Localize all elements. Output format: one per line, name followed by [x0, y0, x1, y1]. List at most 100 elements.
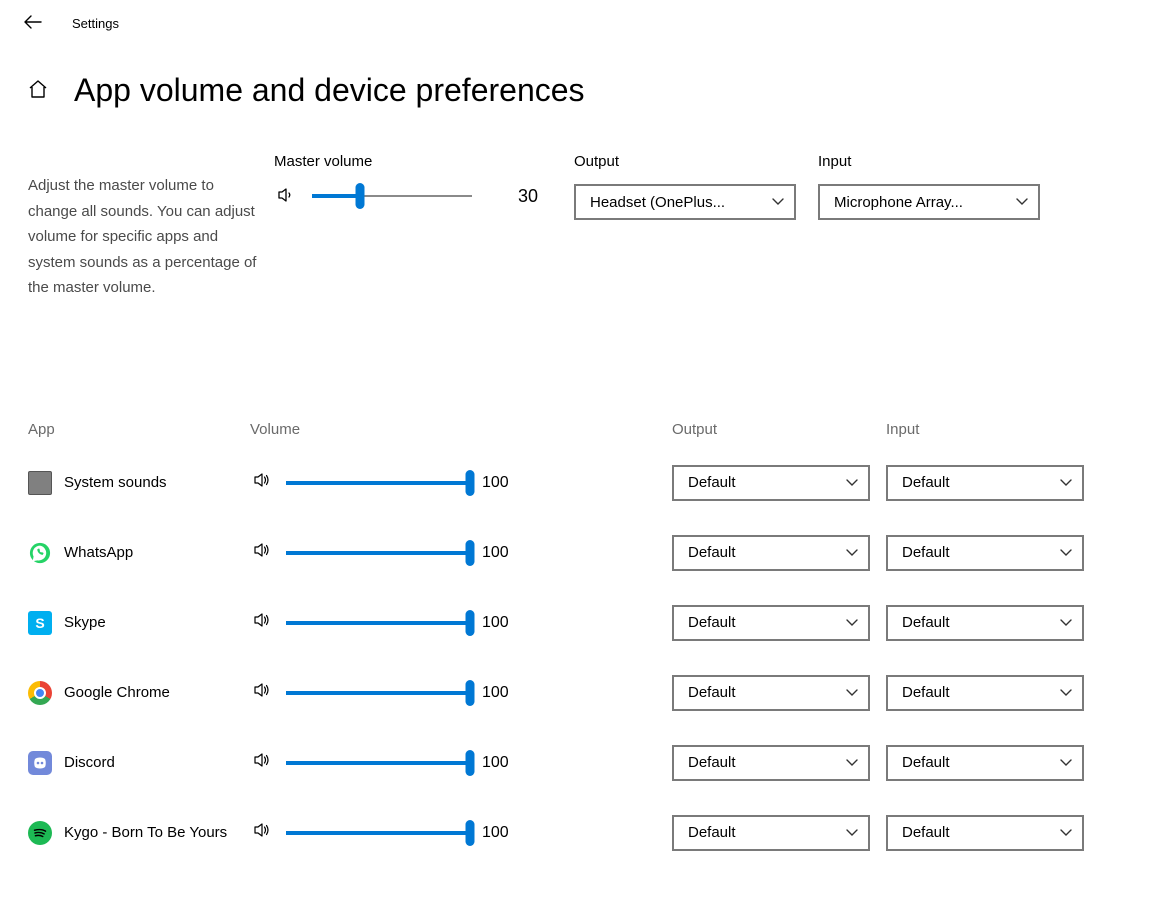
- speaker-icon[interactable]: [250, 541, 274, 564]
- chevron-down-icon: [1060, 476, 1072, 490]
- app-row: System sounds 100 Default Default: [28, 448, 1151, 518]
- speaker-icon[interactable]: [250, 821, 274, 844]
- app-volume-slider[interactable]: [286, 611, 470, 635]
- app-name: System sounds: [64, 474, 167, 491]
- app-volume-value: 100: [482, 614, 522, 632]
- app-input-dropdown[interactable]: Default: [886, 815, 1084, 851]
- apps-list: System sounds100DefaultDefaultWhatsApp10…: [28, 448, 1151, 868]
- app-row: SSkype 100 Default Default: [28, 588, 1151, 658]
- chevron-down-icon: [1016, 195, 1028, 209]
- app-volume-group: 100: [250, 471, 542, 495]
- app-volume-value: 100: [482, 824, 522, 842]
- app-input-selected: Default: [902, 754, 950, 771]
- app-output-cell: Default: [672, 815, 886, 851]
- chevron-down-icon: [1060, 616, 1072, 630]
- master-volume-slider[interactable]: [312, 184, 472, 208]
- chevron-down-icon: [1060, 546, 1072, 560]
- app-input-selected: Default: [902, 614, 950, 631]
- app-label-cell: Kygo - Born To Be Yours: [28, 821, 250, 845]
- page-header: App volume and device preferences: [0, 32, 1151, 109]
- app-volume-value: 100: [482, 684, 522, 702]
- app-input-dropdown[interactable]: Default: [886, 605, 1084, 641]
- column-app: App: [28, 421, 250, 438]
- speaker-icon[interactable]: [250, 681, 274, 704]
- app-volume-group: 100: [250, 611, 542, 635]
- app-label-cell: Discord: [28, 751, 250, 775]
- app-output-dropdown[interactable]: Default: [672, 535, 870, 571]
- chevron-down-icon: [846, 686, 858, 700]
- master-section: Adjust the master volume to change all s…: [0, 109, 1151, 301]
- app-name: Skype: [64, 614, 106, 631]
- column-volume: Volume: [250, 421, 542, 438]
- app-volume-slider[interactable]: [286, 751, 470, 775]
- app-input-selected: Default: [902, 824, 950, 841]
- app-volume-value: 100: [482, 544, 522, 562]
- app-name: Google Chrome: [64, 684, 170, 701]
- app-input-cell: Default: [886, 675, 1086, 711]
- chevron-down-icon: [1060, 826, 1072, 840]
- master-volume-group: Master volume 30: [274, 153, 574, 208]
- chevron-down-icon: [846, 616, 858, 630]
- home-button[interactable]: [28, 79, 48, 103]
- app-output-selected: Default: [688, 684, 736, 701]
- app-output-cell: Default: [672, 535, 886, 571]
- output-device-group: Output Headset (OnePlus...: [574, 153, 818, 220]
- column-input: Input: [886, 421, 1086, 438]
- app-volume-value: 100: [482, 754, 522, 772]
- app-input-cell: Default: [886, 815, 1086, 851]
- master-volume-label: Master volume: [274, 153, 574, 170]
- description-text: Adjust the master volume to change all s…: [28, 153, 274, 301]
- chevron-down-icon: [1060, 756, 1072, 770]
- apps-section: App Volume Output Input System sounds 100…: [0, 301, 1151, 868]
- page-title: App volume and device preferences: [74, 72, 585, 109]
- output-device-dropdown[interactable]: Headset (OnePlus...: [574, 184, 796, 220]
- app-output-dropdown[interactable]: Default: [672, 815, 870, 851]
- input-device-group: Input Microphone Array...: [818, 153, 1056, 220]
- chevron-down-icon: [846, 476, 858, 490]
- app-input-dropdown[interactable]: Default: [886, 465, 1084, 501]
- titlebar: Settings: [0, 0, 1151, 32]
- app-output-selected: Default: [688, 614, 736, 631]
- app-input-selected: Default: [902, 474, 950, 491]
- app-input-dropdown[interactable]: Default: [886, 745, 1084, 781]
- app-volume-slider[interactable]: [286, 541, 470, 565]
- apps-column-headers: App Volume Output Input: [28, 421, 1151, 438]
- app-label-cell: Google Chrome: [28, 681, 250, 705]
- app-output-cell: Default: [672, 605, 886, 641]
- app-volume-group: 100: [250, 541, 542, 565]
- input-device-selected: Microphone Array...: [834, 194, 963, 211]
- app-input-cell: Default: [886, 605, 1086, 641]
- app-volume-slider[interactable]: [286, 821, 470, 845]
- app-label-cell: SSkype: [28, 611, 250, 635]
- app-row: Google Chrome 100 Default Default: [28, 658, 1151, 728]
- chevron-down-icon: [846, 546, 858, 560]
- speaker-icon[interactable]: [250, 471, 274, 494]
- speaker-icon[interactable]: [250, 751, 274, 774]
- app-volume-slider[interactable]: [286, 471, 470, 495]
- app-input-cell: Default: [886, 535, 1086, 571]
- app-output-cell: Default: [672, 675, 886, 711]
- app-output-selected: Default: [688, 474, 736, 491]
- app-volume-slider[interactable]: [286, 681, 470, 705]
- app-input-dropdown[interactable]: Default: [886, 675, 1084, 711]
- app-row: WhatsApp100DefaultDefault: [28, 518, 1151, 588]
- app-row: Kygo - Born To Be Yours 100 Default Default: [28, 798, 1151, 868]
- output-device-selected: Headset (OnePlus...: [590, 194, 725, 211]
- back-button[interactable]: [24, 14, 42, 32]
- app-output-dropdown[interactable]: Default: [672, 745, 870, 781]
- window-title: Settings: [72, 16, 119, 31]
- app-output-dropdown[interactable]: Default: [672, 465, 870, 501]
- app-input-cell: Default: [886, 465, 1086, 501]
- chevron-down-icon: [772, 195, 784, 209]
- app-input-selected: Default: [902, 684, 950, 701]
- output-label: Output: [574, 153, 818, 170]
- app-output-dropdown[interactable]: Default: [672, 605, 870, 641]
- input-device-dropdown[interactable]: Microphone Array...: [818, 184, 1040, 220]
- app-input-selected: Default: [902, 544, 950, 561]
- app-output-dropdown[interactable]: Default: [672, 675, 870, 711]
- app-input-dropdown[interactable]: Default: [886, 535, 1084, 571]
- speaker-icon[interactable]: [274, 186, 298, 207]
- app-label-cell: System sounds: [28, 471, 250, 495]
- speaker-icon[interactable]: [250, 611, 274, 634]
- input-label: Input: [818, 153, 1056, 170]
